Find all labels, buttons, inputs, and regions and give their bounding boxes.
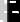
Bar [9,8,10,10]
Bar [10,17,11,20]
Bar [6,7,7,10]
Bar [15,18,16,20]
Bar [12,6,13,10]
Bar [13,9,14,10]
Text: A: A [1,2,20,22]
Bar [13,18,14,20]
Legend: Injection, LLB: Injection, LLB [0,0,7,22]
Text: P<0.0001: P<0.0001 [0,0,20,17]
Bar [4,19,5,20]
Bar [3,16,4,20]
Bar [9,18,10,20]
Bar [4,9,5,10]
Bar [3,7,4,10]
Title: Callicrate: Callicrate [0,0,20,7]
Bar [7,9,8,10]
Bar [10,7,11,10]
Bar [15,7,16,10]
Text: P=0.0075: P=0.0075 [0,0,20,6]
Text: B: B [1,12,20,22]
Bar [6,19,7,20]
Bar [12,19,13,20]
